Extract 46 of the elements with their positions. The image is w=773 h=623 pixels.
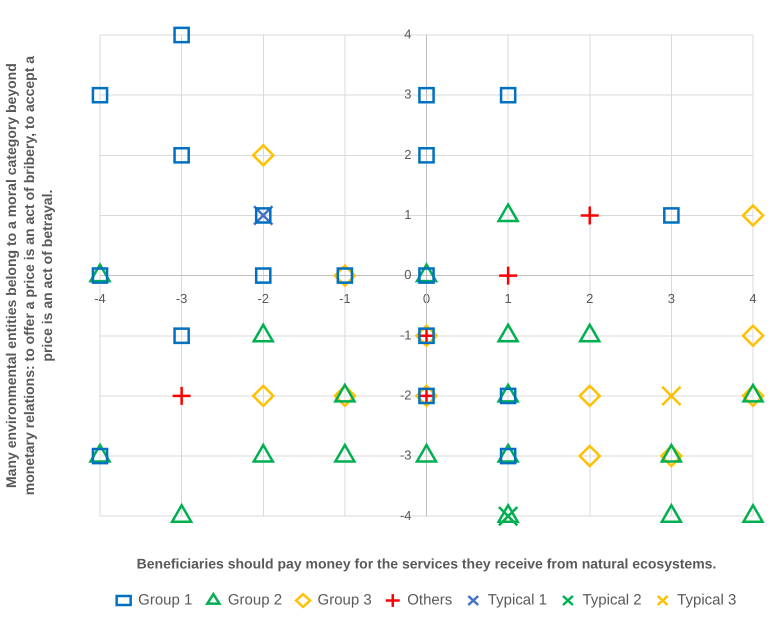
x-tick-label: 2: [586, 290, 594, 306]
legend-label: Group 1: [138, 592, 192, 609]
y-tick-label: -1: [400, 327, 412, 342]
legend-label: Typical 2: [582, 592, 642, 609]
point: [742, 204, 764, 227]
x-axis-title: Beneficiaries should pay money for the services they receive from natural ecosystems.: [136, 555, 716, 572]
point: [578, 444, 601, 468]
point: [418, 146, 435, 164]
point: [578, 384, 601, 408]
x-tick-label: 3: [668, 290, 675, 306]
point: [742, 324, 764, 347]
point: [173, 26, 190, 44]
point: [498, 506, 519, 527]
legend-label: Group 3: [318, 592, 372, 609]
point: [418, 86, 435, 104]
point: [498, 265, 518, 286]
x-tick-label: -3: [176, 290, 188, 306]
legend-label: Group 2: [228, 592, 282, 609]
legend-label: Typical 3: [677, 592, 736, 609]
point: [663, 207, 680, 224]
x-tick-label: -4: [94, 290, 106, 306]
y-tick-label: -4: [400, 508, 412, 523]
point: [252, 384, 274, 408]
point: [173, 146, 190, 164]
point: [171, 386, 192, 406]
y-tick-label: 2: [404, 146, 412, 162]
point: [580, 205, 600, 226]
x-tick-label: 1: [504, 290, 512, 306]
point: [660, 385, 682, 406]
y-tick-label: 0: [404, 267, 412, 282]
point: [173, 327, 190, 344]
y-tick-label: 4: [404, 26, 412, 42]
point: [500, 86, 516, 104]
x-tick-label: -1: [339, 290, 351, 306]
point: [92, 86, 108, 104]
y-tick-label: -3: [400, 448, 412, 463]
point: [254, 267, 272, 284]
point: [252, 144, 274, 167]
y-tick-label: 1: [404, 207, 412, 222]
x-tick-label: -2: [257, 290, 270, 306]
y-tick-label: -2: [400, 387, 412, 402]
y-tick-label: 3: [404, 86, 412, 102]
y-axis-title: Many environmental entities belong to a moral category beyond monetary relations: to offer a price is an act of bribery, to accept a price is an act of betrayal.: [2, 56, 55, 496]
legend-label: Typical 1: [488, 592, 547, 609]
legend-label: Others: [407, 592, 452, 609]
x-tick-label: 4: [749, 290, 757, 306]
